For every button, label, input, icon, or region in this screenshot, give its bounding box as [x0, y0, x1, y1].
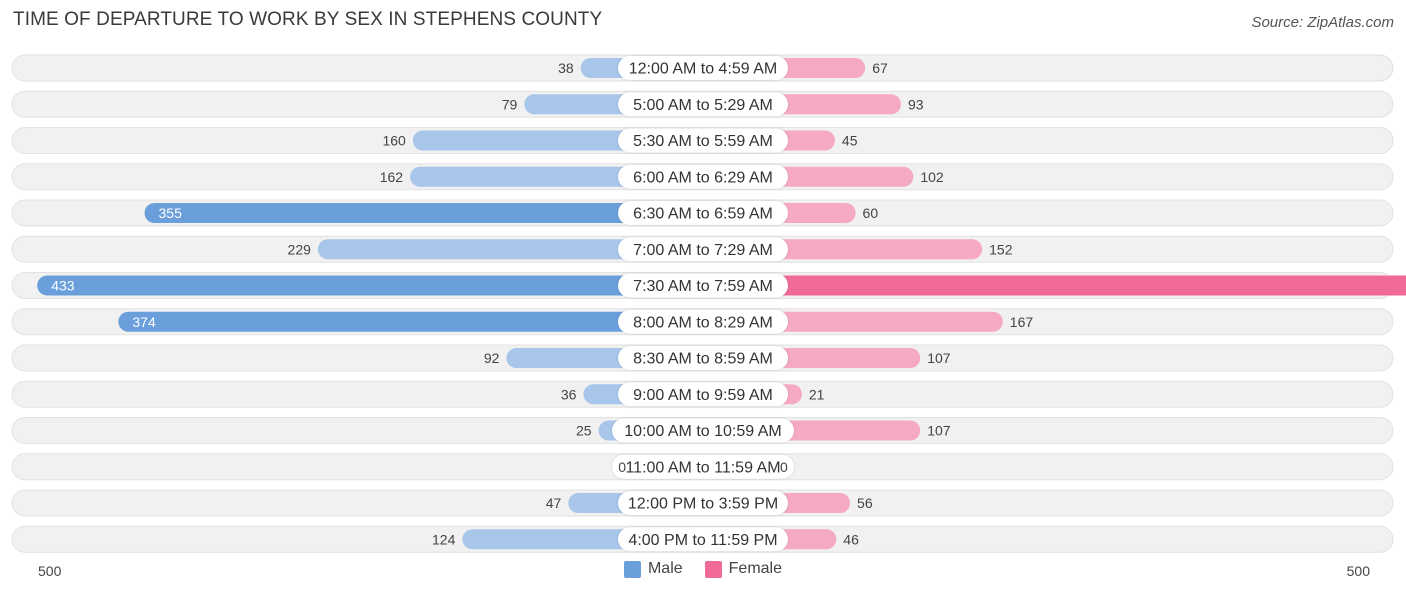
category-pill [618, 273, 788, 298]
category-pill [618, 237, 788, 262]
value-label-female: 102 [920, 169, 944, 185]
value-label-female: 21 [809, 386, 825, 402]
bar-male [37, 275, 703, 296]
legend-swatch-male [623, 560, 641, 578]
axis-right-label: 500 [1346, 563, 1370, 579]
category-pill [612, 454, 794, 479]
category-label: 8:30 AM to 8:59 AM [633, 351, 773, 368]
value-label-female: 107 [927, 423, 951, 439]
chart-title: TIME OF DEPARTURE TO WORK BY SEX IN STEP… [13, 9, 603, 30]
chart-row: 6:30 AM to 6:59 AM 355 60 [11, 199, 1394, 227]
bar-female [703, 275, 1406, 296]
chart-row: 12:00 PM to 3:59 PM 47 56 [11, 489, 1394, 517]
category-label: 4:00 PM to 11:59 PM [628, 532, 777, 549]
legend-label-male: Male [647, 560, 683, 577]
value-label-male: 229 [288, 241, 312, 257]
chart-row: 8:30 AM to 8:59 AM 92 107 [11, 344, 1394, 372]
category-label: 10:00 AM to 10:59 AM [624, 423, 781, 440]
legend: Male Female [0, 560, 1406, 578]
value-label-male: 124 [432, 531, 456, 547]
chart-row: 7:00 AM to 7:29 AM 229 152 [11, 235, 1394, 263]
category-pill [618, 382, 788, 407]
category-pill [618, 56, 788, 80]
diverging-bar-chart: 12:00 AM to 4:59 AM 38 67 5:00 AM to 5:29 A… [11, 54, 1406, 553]
value-label-male: 162 [380, 169, 404, 185]
category-label: 5:00 AM to 5:29 AM [633, 97, 773, 114]
value-label-male: 0 [618, 459, 626, 475]
bar-male [118, 311, 704, 332]
legend-swatch-female [704, 560, 722, 578]
chart-row: 8:00 AM to 8:29 AM 374 167 [11, 308, 1394, 336]
chart-row: 12:00 AM to 4:59 AM 38 67 [11, 54, 1394, 82]
category-pill [618, 346, 788, 370]
category-label: 7:30 AM to 7:59 AM [633, 278, 773, 295]
value-label-male: 25 [576, 423, 592, 439]
value-label-male: 160 [382, 133, 406, 149]
value-label-female: 56 [857, 495, 873, 511]
chart-row: 9:00 AM to 9:59 AM 36 21 [11, 380, 1394, 408]
value-label-female: 45 [842, 133, 858, 149]
category-label: 12:00 AM to 4:59 AM [629, 61, 778, 78]
category-label: 9:00 AM to 9:59 AM [633, 387, 773, 404]
chart-row: 4:00 PM to 11:59 PM 124 46 [11, 525, 1394, 553]
value-label-female: 46 [843, 531, 859, 547]
value-label-male: 92 [484, 350, 500, 366]
category-pill [618, 201, 788, 225]
value-label-male: 374 [132, 314, 156, 330]
category-label: 5:30 AM to 5:59 AM [633, 133, 773, 150]
chart-row: 6:00 AM to 6:29 AM 162 102 [11, 163, 1394, 191]
legend-label-female: Female [728, 560, 783, 577]
bar-male [317, 239, 703, 260]
value-label-female: 67 [872, 60, 888, 76]
legend-item-male[interactable]: Male [623, 560, 683, 578]
category-pill [618, 491, 788, 515]
value-label-male: 355 [159, 205, 183, 221]
chart-row: 10:00 AM to 10:59 AM 25 107 [11, 417, 1394, 444]
source-credit: Source: ZipAtlas.com [1251, 14, 1394, 31]
value-label-male: 79 [502, 96, 518, 112]
category-label: 6:30 AM to 6:59 AM [633, 206, 773, 223]
value-label-female: 60 [863, 205, 879, 221]
legend-item-female[interactable]: Female [704, 560, 783, 578]
category-label: 8:00 AM to 8:29 AM [633, 314, 773, 331]
value-label-male: 433 [51, 278, 75, 294]
category-pill [618, 309, 788, 334]
chart-row: 11:00 AM to 11:59 AM0 0 [11, 453, 1394, 481]
value-label-female: 93 [908, 96, 924, 112]
category-pill [618, 527, 788, 552]
value-label-female: 167 [1010, 314, 1034, 330]
axis-left-label: 500 [38, 563, 62, 579]
chart-row: 5:00 AM to 5:29 AM 79 93 [11, 90, 1394, 118]
bar-male [144, 203, 703, 223]
category-pill [618, 128, 788, 153]
value-label-female: 0 [780, 459, 788, 475]
category-pill [618, 92, 788, 117]
category-label: 12:00 PM to 3:59 PM [628, 496, 778, 513]
category-pill [612, 418, 794, 443]
value-label-female: 107 [927, 350, 951, 366]
category-pill [618, 164, 788, 189]
value-label-male: 38 [558, 60, 574, 76]
category-label: 11:00 AM to 11:59 AM [625, 459, 780, 476]
value-label-female: 152 [989, 241, 1013, 257]
value-label-male: 47 [546, 495, 562, 511]
chart-row: 5:30 AM to 5:59 AM 160 45 [11, 127, 1394, 154]
category-label: 6:00 AM to 6:29 AM [633, 169, 773, 186]
chart-row: 7:30 AM to 7:59 AM433496 [11, 272, 1406, 299]
category-label: 7:00 AM to 7:29 AM [633, 242, 773, 259]
value-label-male: 36 [561, 386, 577, 402]
